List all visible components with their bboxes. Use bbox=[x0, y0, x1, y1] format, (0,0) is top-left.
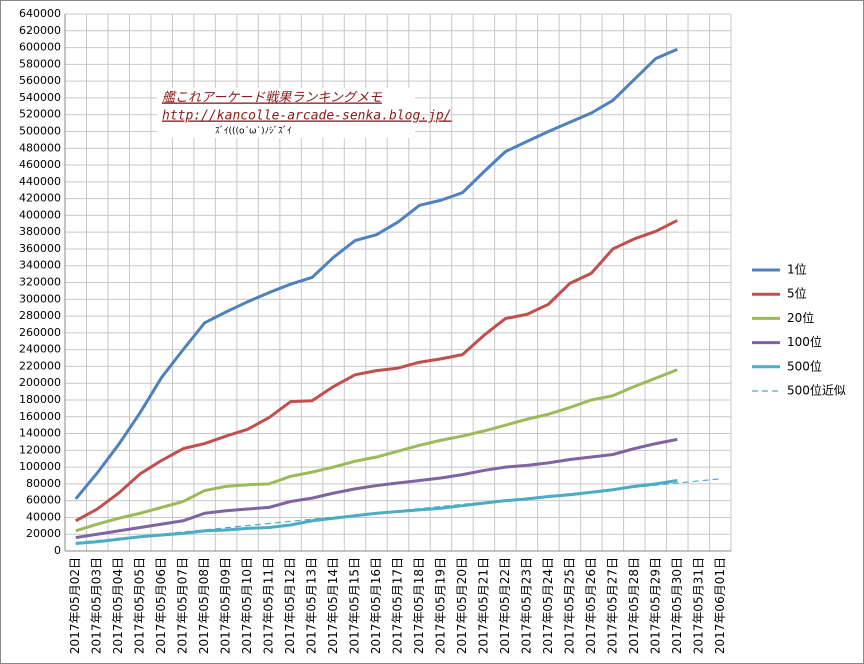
x-tick-label: 2017年05月30日 bbox=[670, 557, 684, 654]
x-tick-label: 2017年05月18日 bbox=[412, 557, 426, 654]
x-tick-label: 2017年05月12日 bbox=[283, 557, 297, 654]
y-tick-label: 300000 bbox=[19, 292, 61, 305]
x-tick-label: 2017年06月01日 bbox=[713, 557, 727, 654]
y-tick-label: 200000 bbox=[19, 376, 61, 389]
x-tick-label: 2017年05月14日 bbox=[326, 557, 340, 654]
series-line bbox=[75, 368, 678, 533]
y-tick-label: 220000 bbox=[19, 359, 61, 372]
y-tick-label: 360000 bbox=[19, 242, 61, 255]
series-line bbox=[75, 478, 721, 544]
y-tick-label: 140000 bbox=[19, 427, 61, 440]
y-tick-label: 160000 bbox=[19, 410, 61, 423]
x-tick-label: 2017年05月25日 bbox=[562, 557, 576, 654]
x-tick-label: 2017年05月16日 bbox=[369, 557, 383, 654]
x-tick-label: 2017年05月31日 bbox=[691, 557, 705, 654]
x-tick-label: 2017年05月02日 bbox=[68, 557, 82, 654]
annotation-box bbox=[157, 88, 415, 138]
y-tick-label: 120000 bbox=[19, 443, 61, 456]
y-tick-label: 40000 bbox=[26, 510, 61, 523]
y-tick-label: 340000 bbox=[19, 259, 61, 272]
y-tick-label: 540000 bbox=[19, 91, 61, 104]
y-tick-label: 620000 bbox=[19, 24, 61, 37]
y-tick-label: 420000 bbox=[19, 192, 61, 205]
y-tick-label: 80000 bbox=[26, 477, 61, 490]
series-line bbox=[75, 437, 678, 540]
y-tick-label: 460000 bbox=[19, 158, 61, 171]
x-tick-label: 2017年05月26日 bbox=[584, 557, 598, 654]
x-tick-label: 2017年05月20日 bbox=[455, 557, 469, 654]
series-line bbox=[75, 219, 678, 523]
legend-label: 100位 bbox=[787, 334, 822, 349]
x-tick-label: 2017年05月27日 bbox=[605, 557, 619, 654]
legend-label: 20位 bbox=[787, 310, 814, 325]
x-tick-label: 2017年05月23日 bbox=[519, 557, 533, 654]
x-tick-label: 2017年05月29日 bbox=[648, 557, 662, 654]
y-tick-label: 380000 bbox=[19, 225, 61, 238]
annotation: ｽﾞｲ(((o´ω`)ﾉｼﾞｽﾞｲ bbox=[215, 126, 292, 137]
y-tick-label: 400000 bbox=[19, 208, 61, 221]
y-tick-label: 480000 bbox=[19, 141, 61, 154]
legend-label: 500位近似 bbox=[787, 383, 846, 398]
legend-label: 1位 bbox=[787, 262, 807, 277]
x-tick-label: 2017年05月13日 bbox=[305, 557, 319, 654]
legend-label: 500位 bbox=[787, 358, 822, 373]
x-tick-label: 2017年05月19日 bbox=[433, 557, 447, 654]
x-tick-label: 2017年05月07日 bbox=[176, 557, 190, 654]
y-tick-label: 180000 bbox=[19, 393, 61, 406]
x-tick-label: 2017年05月05日 bbox=[133, 557, 147, 654]
x-tick-label: 2017年05月28日 bbox=[627, 557, 641, 654]
series-line bbox=[74, 47, 678, 500]
x-tick-label: 2017年05月08日 bbox=[197, 557, 211, 654]
y-tick-label: 20000 bbox=[26, 527, 61, 540]
y-tick-label: 560000 bbox=[19, 74, 61, 87]
y-tick-label: 280000 bbox=[19, 309, 61, 322]
annotation: 艦これアーケード戦果ランキングメモ bbox=[162, 91, 383, 106]
x-tick-label: 2017年05月15日 bbox=[348, 557, 362, 654]
x-tick-label: 2017年05月10日 bbox=[240, 557, 254, 654]
x-tick-label: 2017年05月22日 bbox=[498, 557, 512, 654]
y-tick-label: 580000 bbox=[19, 57, 61, 70]
y-tick-label: 0 bbox=[54, 544, 61, 557]
x-tick-label: 2017年05月17日 bbox=[391, 557, 405, 654]
annotation: http://kancolle-arcade-senka.blog.jp/ bbox=[162, 109, 452, 124]
y-tick-label: 260000 bbox=[19, 326, 61, 339]
x-tick-label: 2017年05月11日 bbox=[262, 557, 276, 654]
y-tick-label: 600000 bbox=[19, 41, 61, 54]
y-tick-label: 240000 bbox=[19, 343, 61, 356]
x-tick-label: 2017年05月06日 bbox=[154, 557, 168, 654]
y-tick-label: 440000 bbox=[19, 175, 61, 188]
y-tick-label: 640000 bbox=[19, 7, 61, 20]
legend-label: 5位 bbox=[787, 286, 807, 301]
y-tick-label: 320000 bbox=[19, 276, 61, 289]
y-tick-label: 520000 bbox=[19, 108, 61, 121]
y-tick-label: 500000 bbox=[19, 124, 61, 137]
y-tick-label: 100000 bbox=[19, 460, 61, 473]
x-tick-label: 2017年05月21日 bbox=[476, 557, 490, 654]
x-tick-label: 2017年05月04日 bbox=[111, 557, 125, 654]
y-tick-label: 60000 bbox=[26, 494, 61, 507]
x-tick-label: 2017年05月09日 bbox=[219, 557, 233, 654]
x-tick-label: 2017年05月03日 bbox=[90, 557, 104, 654]
x-tick-label: 2017年05月24日 bbox=[541, 557, 555, 654]
